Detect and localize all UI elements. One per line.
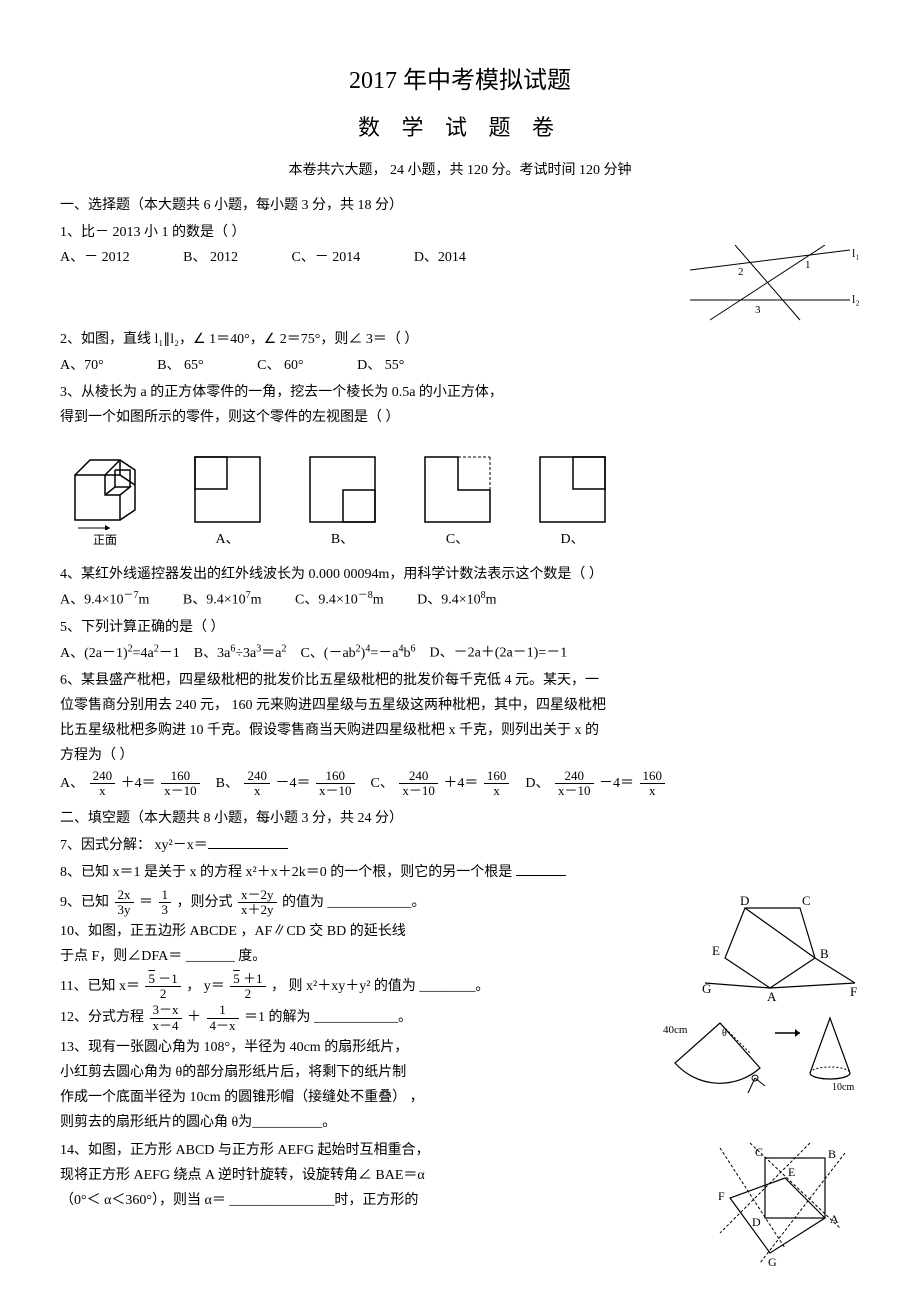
q3-b-label: B、 (305, 527, 380, 552)
q3-solid: 正面 (60, 440, 150, 552)
front-label: 正面 (60, 530, 150, 552)
q1-text: 1、比－ 2013 小 1 的数是（ ） (60, 220, 860, 245)
question-2: 2、如图，直线 l₁∥l₂，∠ 1＝40°，∠ 2＝75°，则∠ 3＝（ ） A… (60, 327, 860, 377)
q14-line3: （0°＜ α＜360°），则当 α＝ _______________时，正方形的 (60, 1188, 860, 1213)
q3-a-label: A、 (190, 527, 265, 552)
question-4: 4、某红外线遥控器发出的红外线波长为 0.000 00094m，用科学计数法表示… (60, 562, 860, 613)
q2-c: C、 60° (257, 353, 303, 378)
section-2-header: 二、填空题（本大题共 8 小题，每小题 3 分，共 24 分） (60, 806, 860, 831)
q6-c: C、 240x－10 ＋4＝ 160x (371, 776, 515, 791)
q4-a: A、9.4×10－7m (60, 587, 149, 613)
q6-b: B、 240x －4＝ 160x－10 (216, 776, 360, 791)
q1-options: A、－ 2012 B、 2012 C、－ 2014 D、2014 l₁ l₂ 1… (60, 245, 860, 270)
q13-line1: 13、现有一张圆心角为 108°，半径为 40cm 的扇形纸片， (60, 1035, 860, 1060)
q5-d: D、－2a＋(2a－1)=－1 (429, 646, 567, 661)
q2-b: B、 65° (157, 353, 203, 378)
q4-d: D、9.4×108m (417, 587, 496, 613)
question-11: 11、已知 x＝ 5 －12 ， y＝ 5 ＋12 ， 则 x²＋xy＋y² 的… (60, 972, 860, 1002)
q6-options: A、 240x ＋4＝ 160x－10 B、 240x －4＝ 160x－10 … (60, 769, 860, 799)
q5-text: 5、下列计算正确的是（ ） (60, 615, 860, 640)
q14-line1: 14、如图，正方形 ABCD 与正方形 AEFG 起始时互相重合， (60, 1138, 860, 1163)
question-5: 5、下列计算正确的是（ ） A、(2a－1)2=4a2－1 B、3a6÷3a3＝… (60, 615, 860, 666)
q13-line4: 则剪去的扇形纸片的圆心角 θ为__________。 (60, 1110, 860, 1135)
q10-line1: 10、如图，正五边形 ABCDE ，AF∥CD 交 BD 的延长线 (60, 919, 860, 944)
q13-line3: 作成一个底面半径为 10cm 的圆锥形帽（接缝处不重叠） ， (60, 1085, 860, 1110)
q1-d: D、2014 (414, 245, 466, 270)
q4-c: C、9.4×10－8m (295, 587, 384, 613)
q1-a: A、－ 2012 (60, 245, 130, 270)
question-14: 14、如图，正方形 ABCD 与正方形 AEFG 起始时互相重合， 现将正方形 … (60, 1138, 860, 1214)
q3-d-label: D、 (535, 527, 610, 552)
exam-meta: 本卷共六大题， 24 小题，共 120 分。考试时间 120 分钟 (60, 158, 860, 183)
q2-a: A、70° (60, 353, 104, 378)
q1-c: C、－ 2014 (291, 245, 360, 270)
question-3: 3、从棱长为 a 的正方体零件的一角，挖去一个棱长为 0.5a 的小正方体， 得… (60, 380, 860, 552)
q8-text: 8、已知 x＝1 是关于 x 的方程 x²＋x＋2k＝0 的一个根，则它的另一个… (60, 865, 512, 880)
q14-line2: 现将正方形 AEFG 绕点 A 逆时针旋转，设旋转角∠ BAE＝α (60, 1163, 860, 1188)
q2-text: 2、如图，直线 l₁∥l₂，∠ 1＝40°，∠ 2＝75°，则∠ 3＝（ ） (60, 327, 860, 352)
q6-d: D、 240x－10 －4＝ 160x (525, 776, 667, 791)
q3-c-label: C、 (420, 527, 495, 552)
angle-2: 2 (738, 266, 744, 278)
question-8: 8、已知 x＝1 是关于 x 的方程 x²＋x＋2k＝0 的一个根，则它的另一个… (60, 860, 860, 885)
question-9: 9、已知 2x3y ＝ 13 ，则分式 x－2yx＋2y 的值为 _______… (60, 888, 860, 918)
label-l1: l₁ (852, 246, 860, 260)
q2-d: D、 55° (357, 353, 404, 378)
q1-b: B、 2012 (183, 245, 238, 270)
q4-options: A、9.4×10－7m B、9.4×107m C、9.4×10－8m D、9.4… (60, 587, 860, 613)
q6-line4: 方程为（ ） (60, 743, 860, 768)
angle-1: 1 (805, 259, 811, 271)
q3-option-c: C、 (420, 452, 495, 552)
label-l2: l₂ (852, 292, 860, 306)
q7-text: 7、因式分解： xy²－x＝ (60, 838, 208, 853)
question-1: 1、比－ 2013 小 1 的数是（ ） A、－ 2012 B、 2012 C、… (60, 220, 860, 325)
svg-text:D: D (752, 1215, 761, 1229)
exam-subtitle: 数 学 试 题 卷 (60, 108, 860, 148)
q3-diagrams: 正面 A、 B、 C、 (60, 440, 860, 552)
svg-text:G: G (768, 1255, 777, 1268)
q13-line2: 小红剪去圆心角为 θ的部分扇形纸片后，将剩下的纸片制 (60, 1060, 860, 1085)
question-12: 12、分式方程 3－xx－4 ＋ 14－x ＝1 的解为 ___________… (60, 1003, 860, 1033)
q5-options: A、(2a－1)2=4a2－1 B、3a6÷3a3＝a2 C、(－ab2)4=－… (60, 640, 860, 666)
q7-blank (208, 834, 288, 849)
exam-title: 2017 年中考模拟试题 (60, 60, 860, 103)
q6-line2: 位零售商分别用去 240 元， 160 元来购进四星级与五星级这两种枇杷，其中，… (60, 693, 860, 718)
section-1-header: 一、选择题（本大题共 6 小题，每小题 3 分，共 18 分） (60, 193, 860, 218)
question-6: 6、某县盛产枇杷，四星级枇杷的批发价比五星级枇杷的批发价每千克低 4 元。某天，… (60, 668, 860, 798)
q5-a: A、(2a－1)2=4a2－1 (60, 646, 180, 661)
q6-a: A、 240x ＋4＝ 160x－10 (60, 776, 205, 791)
question-10: 10、如图，正五边形 ABCDE ，AF∥CD 交 BD 的延长线 于点 F，则… (60, 919, 860, 969)
q3-text2: 得到一个如图所示的零件，则这个零件的左视图是（ ） (60, 405, 860, 430)
q3-option-a: A、 (190, 452, 265, 552)
q6-line3: 比五星级枇杷多购进 10 千克。假设零售商当天购进四星级枇杷 x 千克，则列出关… (60, 718, 860, 743)
q5-c: C、(－ab2)4=－a4b6 (300, 646, 415, 661)
q3-text1: 3、从棱长为 a 的正方体零件的一角，挖去一个棱长为 0.5a 的小正方体， (60, 380, 860, 405)
q4-b: B、9.4×107m (183, 587, 262, 613)
q6-line1: 6、某县盛产枇杷，四星级枇杷的批发价比五星级枇杷的批发价每千克低 4 元。某天，… (60, 668, 860, 693)
question-13: 13、现有一张圆心角为 108°，半径为 40cm 的扇形纸片， 小红剪去圆心角… (60, 1035, 860, 1136)
q10-line2: 于点 F，则∠DFA＝ _______ 度。 (60, 944, 860, 969)
q2-diagram: l₁ l₂ 1 2 3 (680, 245, 860, 325)
question-7: 7、因式分解： xy²－x＝ (60, 833, 860, 858)
q8-blank (516, 861, 566, 876)
q2-options: A、70° B、 65° C、 60° D、 55° (60, 353, 860, 378)
q3-option-d: D、 (535, 452, 610, 552)
q4-text: 4、某红外线遥控器发出的红外线波长为 0.000 00094m，用科学计数法表示… (60, 562, 860, 587)
q3-option-b: B、 (305, 452, 380, 552)
angle-3: 3 (755, 304, 761, 316)
q5-b: B、3a6÷3a3＝a2 (194, 646, 287, 661)
svg-text:A: A (830, 1212, 839, 1226)
